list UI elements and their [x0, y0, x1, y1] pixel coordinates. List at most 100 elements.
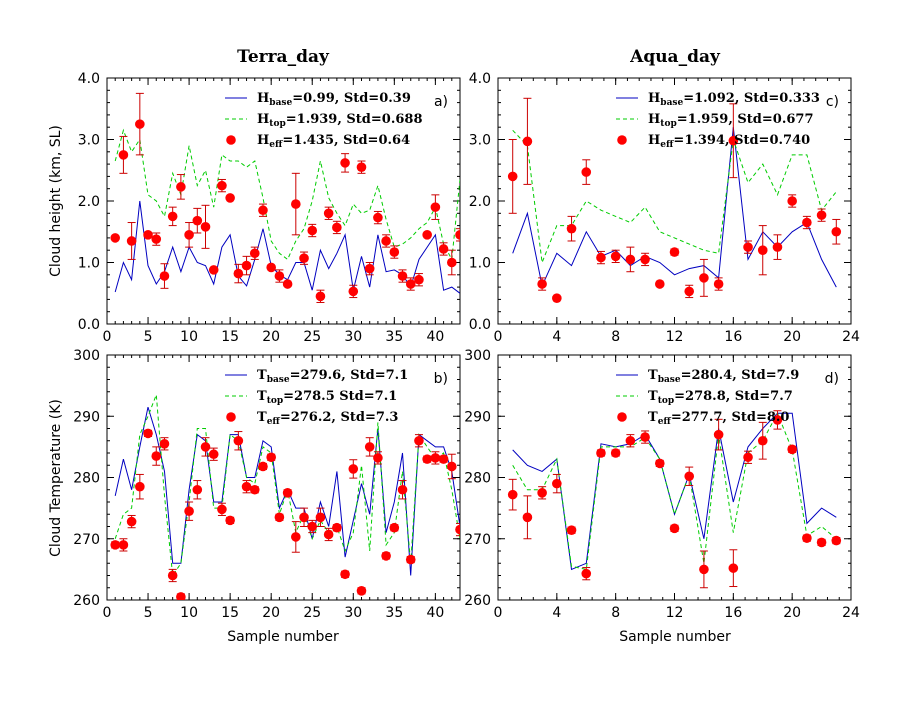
data-point-H_eff	[110, 233, 121, 243]
y-tick-label: 280	[464, 471, 491, 487]
data-point-T_eff	[522, 512, 533, 523]
x-tick-label: 24	[842, 329, 860, 345]
data-point-H_eff	[507, 171, 518, 182]
data-point-T_eff	[430, 453, 441, 463]
y-tick-label: 1.0	[469, 256, 491, 272]
data-point-H_eff	[258, 205, 268, 216]
data-point-H_eff	[373, 212, 383, 223]
x-tick-label: 0	[494, 605, 503, 621]
x-tick-label: 30	[344, 329, 362, 345]
data-point-H_eff	[151, 234, 162, 244]
legend-swatch-eff	[226, 135, 236, 145]
x-tick-label: 12	[666, 605, 684, 621]
data-point-H_eff	[274, 271, 285, 281]
data-point-H_eff	[581, 167, 592, 177]
data-point-H_eff	[537, 279, 547, 289]
data-point-H_eff	[802, 217, 812, 228]
data-point-H_eff	[389, 247, 400, 257]
data-point-H_eff	[225, 193, 235, 203]
x-tick-label: 15	[221, 329, 239, 345]
y-tick-label: 300	[73, 348, 100, 364]
series-line-T_base	[512, 412, 837, 571]
x-tick-label: 24	[842, 605, 860, 621]
x-tick-label: 20	[783, 329, 801, 345]
x-tick-label: 35	[385, 605, 403, 621]
data-point-T_eff	[159, 439, 170, 449]
legend-entry: Htop=1.939, Std=0.688	[257, 112, 423, 129]
x-tick-label: 40	[426, 605, 444, 621]
x-tick-label: 20	[262, 329, 280, 345]
panel-label: d)	[825, 371, 839, 387]
data-point-T_eff	[167, 570, 178, 581]
x-tick-label: 16	[724, 329, 742, 345]
x-tick-label: 40	[426, 329, 444, 345]
data-point-T_eff	[373, 453, 383, 463]
x-tick-label: 20	[783, 605, 801, 621]
series-group	[507, 97, 842, 303]
legend-entry: Heff=1.394, Std=0.740	[648, 133, 810, 150]
data-point-T_eff	[208, 449, 219, 460]
data-point-T_eff	[422, 454, 432, 464]
legend-swatch-eff	[226, 412, 236, 422]
data-point-T_eff	[364, 442, 375, 452]
data-point-H_eff	[364, 263, 375, 274]
y-tick-label: 280	[73, 471, 100, 487]
data-point-H_eff	[126, 236, 137, 246]
data-point-T_eff	[455, 524, 460, 535]
data-point-T_eff	[135, 481, 145, 492]
data-point-H_eff	[143, 230, 153, 240]
data-point-T_eff	[291, 532, 301, 542]
data-point-H_eff	[728, 135, 739, 146]
column-title-terra: Terra_day	[237, 47, 330, 67]
y-tick-label: 270	[464, 532, 491, 548]
data-point-T_eff	[381, 551, 391, 561]
x-tick-label: 4	[552, 605, 561, 621]
x-tick-label: 4	[552, 329, 561, 345]
data-point-H_eff	[200, 222, 211, 232]
data-point-T_eff	[787, 444, 797, 455]
legend-swatch-eff	[617, 135, 627, 145]
panel-label: b)	[434, 371, 448, 387]
data-point-T_eff	[446, 461, 457, 472]
data-point-H_eff	[831, 226, 842, 237]
data-point-T_eff	[581, 568, 592, 579]
x-tick-label: 0	[103, 329, 112, 345]
panel-3: 0 4 8 12 16 20 24 260 270 280 290 300 Tbase=280.4, S…	[464, 348, 860, 621]
series-group	[110, 92, 460, 303]
data-point-T_eff	[610, 448, 621, 458]
data-point-T_eff	[340, 569, 350, 580]
series-line-H_top	[512, 129, 837, 263]
data-point-T_eff	[816, 537, 827, 548]
data-point-H_eff	[743, 242, 753, 252]
legend-entry: Hbase=1.092, Std=0.333	[648, 91, 820, 108]
data-point-H_eff	[610, 251, 621, 262]
data-point-T_eff	[225, 515, 235, 526]
data-point-H_eff	[552, 293, 562, 303]
data-point-H_eff	[430, 202, 441, 212]
x-tick-label: 0	[103, 605, 112, 621]
column-title-aqua: Aqua_day	[629, 47, 721, 67]
data-point-T_eff	[126, 516, 137, 527]
data-point-H_eff	[772, 242, 783, 252]
xlabel-left: Sample number	[227, 629, 339, 645]
panel-0: 0 5 10 15 20 25 30 35 40 0.0 1.0 2.0 3.0 4.0 Hbase=0.9…	[78, 71, 461, 345]
data-point-H_eff	[176, 182, 186, 192]
data-point-H_eff	[757, 245, 768, 255]
series-line-T_top	[512, 412, 837, 571]
data-point-T_eff	[274, 512, 285, 523]
legend-entry: Htop=1.959, Std=0.677	[648, 112, 814, 129]
data-point-H_eff	[625, 254, 636, 265]
data-point-H_eff	[299, 253, 309, 263]
data-point-H_eff	[640, 254, 650, 265]
data-point-T_eff	[438, 454, 449, 464]
xlabel-right: Sample number	[619, 629, 731, 645]
data-point-T_eff	[241, 481, 252, 492]
data-point-H_eff	[684, 286, 695, 297]
data-point-T_eff	[258, 461, 268, 472]
legend-entry: Teff=277.7, Std=8.0	[648, 410, 789, 427]
data-point-T_eff	[266, 452, 276, 463]
data-point-H_eff	[135, 119, 145, 129]
series-group	[507, 410, 842, 589]
data-point-H_eff	[414, 274, 424, 285]
y-tick-label: 2.0	[78, 194, 100, 210]
